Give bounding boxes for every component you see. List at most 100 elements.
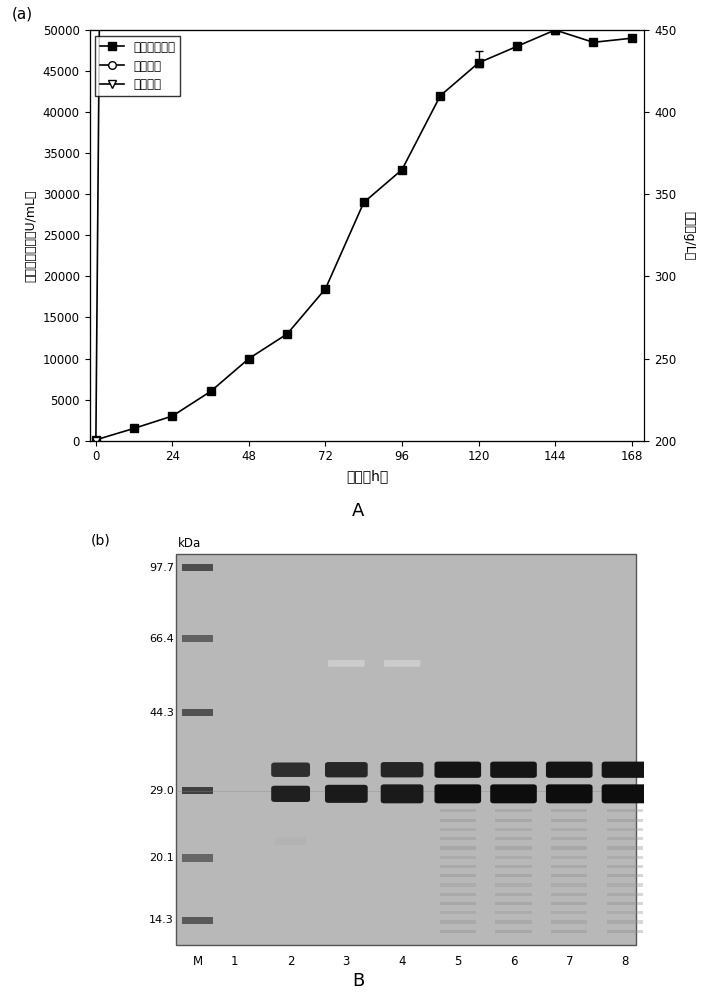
Text: M: M: [193, 955, 203, 968]
Text: kDa: kDa: [178, 537, 201, 550]
Bar: [551, 846, 587, 850]
Bar: [440, 920, 476, 924]
壳聚糖酵酵活: [283, 328, 291, 340]
Bar: [607, 902, 643, 905]
壳聚糖酵酵活: [168, 410, 177, 422]
Bar: [440, 828, 476, 831]
Bar: [551, 865, 587, 868]
Bar: [495, 819, 531, 822]
Text: 7: 7: [566, 955, 573, 968]
Bar: [551, 902, 587, 905]
Bar: [551, 809, 587, 812]
Bar: [440, 883, 476, 887]
Bar: [607, 819, 643, 822]
Text: 1: 1: [231, 955, 238, 968]
FancyBboxPatch shape: [271, 786, 310, 802]
Bar: [495, 893, 531, 896]
Bar: [551, 856, 587, 859]
壳聚糖酵酵活: [551, 24, 559, 36]
Legend: 壳聚糖酵酵活, 菌体湿重, 蛋白含量: 壳聚糖酵酵活, 菌体湿重, 蛋白含量: [95, 36, 180, 96]
FancyBboxPatch shape: [328, 660, 364, 667]
Bar: [551, 874, 587, 877]
FancyBboxPatch shape: [381, 762, 423, 777]
Text: 3: 3: [343, 955, 350, 968]
Bar: [551, 920, 587, 924]
壳聚糖酵酵活: [474, 57, 483, 69]
壳聚糖酵酵活: [245, 353, 253, 365]
Bar: [440, 930, 476, 933]
Text: (b): (b): [91, 534, 110, 548]
FancyBboxPatch shape: [546, 762, 593, 778]
Bar: [495, 809, 531, 812]
FancyBboxPatch shape: [490, 784, 537, 803]
壳聚糖酵酵活: [436, 90, 445, 102]
Bar: [551, 930, 587, 933]
Bar: [183, 917, 213, 924]
Bar: [607, 883, 643, 887]
Y-axis label: 壳聚糖酶酵活（U/mL）: 壳聚糖酶酵活（U/mL）: [24, 189, 37, 282]
Bar: [607, 874, 643, 877]
Bar: [440, 893, 476, 896]
Bar: [551, 883, 587, 887]
Text: 29.0: 29.0: [149, 786, 174, 796]
Bar: [551, 828, 587, 831]
FancyBboxPatch shape: [490, 762, 537, 778]
Bar: [495, 865, 531, 868]
FancyBboxPatch shape: [601, 784, 648, 803]
Bar: [551, 837, 587, 840]
FancyBboxPatch shape: [384, 660, 420, 667]
Text: 4: 4: [398, 955, 406, 968]
壳聚糖酵酵活: [397, 164, 406, 176]
Bar: [607, 828, 643, 831]
FancyBboxPatch shape: [546, 784, 593, 803]
Bar: [551, 893, 587, 896]
Bar: [607, 846, 643, 850]
FancyBboxPatch shape: [435, 762, 481, 778]
Bar: [607, 911, 643, 914]
Bar: [440, 911, 476, 914]
Bar: [183, 854, 213, 862]
Bar: [607, 856, 643, 859]
Bar: [440, 874, 476, 877]
Text: 44.3: 44.3: [149, 708, 174, 718]
壳聚糖酵酵活: [513, 40, 521, 52]
Line: 蛋白含量: 蛋白含量: [92, 0, 636, 444]
壳聚糖酵酵活: [206, 385, 215, 397]
Bar: [495, 837, 531, 840]
壳聚糖酵酵活: [130, 422, 138, 434]
Text: 66.4: 66.4: [149, 634, 174, 644]
Bar: [607, 930, 643, 933]
Bar: [607, 920, 643, 924]
壳聚糖酵酵活: [627, 32, 636, 44]
Text: 2: 2: [287, 955, 294, 968]
Text: 5: 5: [454, 955, 462, 968]
壳聚糖酵酵活: [321, 283, 330, 295]
Bar: [495, 874, 531, 877]
Bar: [495, 911, 531, 914]
Text: 20.1: 20.1: [149, 853, 174, 863]
Bar: [440, 865, 476, 868]
壳聚糖酵酵活: [589, 36, 598, 48]
Bar: [495, 930, 531, 933]
Text: 8: 8: [621, 955, 629, 968]
Bar: [440, 846, 476, 850]
Bar: [607, 865, 643, 868]
Bar: [495, 920, 531, 924]
Bar: [183, 787, 213, 794]
Text: A: A: [352, 502, 364, 520]
Text: 6: 6: [510, 955, 517, 968]
蛋白含量: [92, 435, 100, 447]
Line: 壳聚糖酵酵活: 壳聚糖酵酵活: [92, 26, 636, 444]
Text: (a): (a): [11, 7, 33, 22]
Y-axis label: 湿重（g/L）: 湿重（g/L）: [683, 211, 696, 260]
FancyBboxPatch shape: [275, 838, 306, 845]
Bar: [495, 902, 531, 905]
Bar: [551, 819, 587, 822]
Bar: [440, 902, 476, 905]
X-axis label: 时间（h）: 时间（h）: [346, 469, 388, 483]
FancyBboxPatch shape: [325, 762, 368, 777]
FancyBboxPatch shape: [601, 762, 648, 778]
Bar: [607, 809, 643, 812]
Text: 97.7: 97.7: [149, 563, 174, 573]
Bar: [607, 893, 643, 896]
